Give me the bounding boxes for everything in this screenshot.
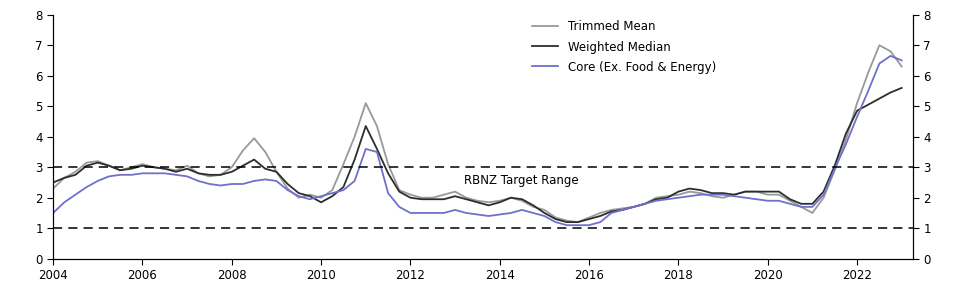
Weighted Median [338,185,350,189]
Weighted Median [516,198,527,201]
Core (Ex. Food & Energy) [393,205,405,209]
Trimmed Mean [415,196,427,200]
Core (Ex. Food & Energy) [561,223,573,227]
Core (Ex. Food & Energy) [885,54,896,58]
Trimmed Mean [214,173,226,177]
Core (Ex. Food & Energy) [516,208,527,212]
Weighted Median [895,86,907,90]
Trimmed Mean [393,188,405,192]
Trimmed Mean [516,199,527,203]
Trimmed Mean [572,220,583,224]
Weighted Median [393,190,405,193]
Weighted Median [214,173,226,177]
Core (Ex. Food & Energy) [327,191,338,195]
Core (Ex. Food & Energy) [895,59,907,62]
Core (Ex. Food & Energy) [415,211,427,215]
Core (Ex. Food & Energy) [214,184,226,187]
Trimmed Mean [327,188,338,192]
Trimmed Mean [47,187,59,190]
Weighted Median [47,181,59,184]
Weighted Median [327,194,338,198]
Text: RBNZ Target Range: RBNZ Target Range [464,174,579,188]
Weighted Median [561,220,573,224]
Legend: Trimmed Mean, Weighted Median, Core (Ex. Food & Energy): Trimmed Mean, Weighted Median, Core (Ex.… [527,16,721,78]
Weighted Median [415,198,427,201]
Trimmed Mean [873,44,885,47]
Trimmed Mean [895,65,907,68]
Line: Weighted Median: Weighted Median [53,88,901,222]
Line: Trimmed Mean: Trimmed Mean [53,45,901,222]
Core (Ex. Food & Energy) [338,188,350,192]
Line: Core (Ex. Food & Energy): Core (Ex. Food & Energy) [53,56,901,225]
Core (Ex. Food & Energy) [47,211,59,215]
Trimmed Mean [338,162,350,166]
